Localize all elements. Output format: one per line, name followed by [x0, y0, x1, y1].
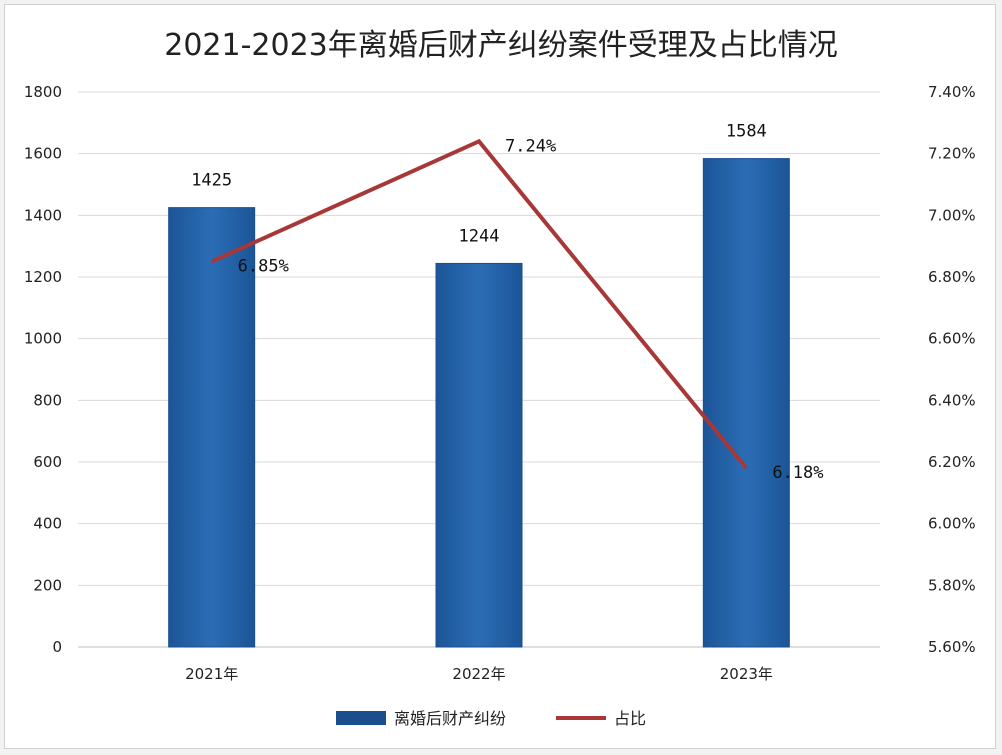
right-tick-label: 7.20% [928, 145, 976, 163]
legend-bar-label: 离婚后财产纠纷 [394, 709, 506, 728]
x-axis: 2021年 2022年 2023年 [185, 665, 773, 683]
bar[interactable] [702, 158, 790, 648]
right-tick-label: 6.60% [928, 330, 976, 348]
left-tick-label: 0 [52, 638, 62, 656]
bar[interactable] [435, 262, 523, 648]
right-tick-label: 7.40% [928, 83, 976, 101]
legend: 离婚后财产纠纷 占比 [336, 709, 646, 728]
line-series [210, 138, 748, 470]
left-tick-label: 1600 [24, 145, 62, 163]
bar-series [168, 158, 790, 648]
line-data-label: 6.85% [238, 257, 289, 277]
right-tick-label: 6.80% [928, 268, 976, 286]
left-tick-label: 600 [33, 453, 62, 471]
line-data-label: 6.18% [772, 463, 823, 483]
left-tick-label: 400 [33, 515, 62, 533]
right-tick-label: 5.60% [928, 638, 976, 656]
right-axis: 5.60% 5.80% 6.00% 6.20% 6.40% 6.60% 6.80% 7.00%… [928, 83, 976, 656]
right-tick-label: 6.40% [928, 391, 976, 409]
right-tick-label: 6.00% [928, 515, 976, 533]
bar-data-label: 1425 [191, 171, 232, 191]
x-tick-label: 2021年 [185, 665, 238, 683]
left-tick-label: 1000 [24, 330, 62, 348]
legend-line-label: 占比 [614, 709, 646, 728]
left-axis: 0 200 400 600 800 1000 1200 1400 1600 1800 [24, 83, 62, 656]
left-tick-label: 1400 [24, 206, 62, 224]
bar[interactable] [168, 207, 256, 648]
left-tick-label: 1800 [24, 83, 62, 101]
bar-data-label: 1244 [459, 226, 500, 246]
left-tick-label: 1200 [24, 268, 62, 286]
legend-bar-swatch [336, 711, 386, 725]
right-tick-label: 5.80% [928, 576, 976, 594]
bar-data-label: 1584 [726, 122, 767, 142]
x-tick-label: 2023年 [720, 665, 773, 683]
left-tick-label: 800 [33, 391, 62, 409]
right-tick-label: 6.20% [928, 453, 976, 471]
right-tick-label: 7.00% [928, 206, 976, 224]
chart-title: 2021-2023年离婚后财产纠纷案件受理及占比情况 [164, 28, 838, 63]
data-labels: 1425 1244 1584 6.85% 7.24% 6.18% [191, 122, 823, 484]
x-tick-label: 2022年 [452, 665, 505, 683]
line-data-label: 7.24% [505, 136, 556, 156]
left-tick-label: 200 [33, 576, 62, 594]
